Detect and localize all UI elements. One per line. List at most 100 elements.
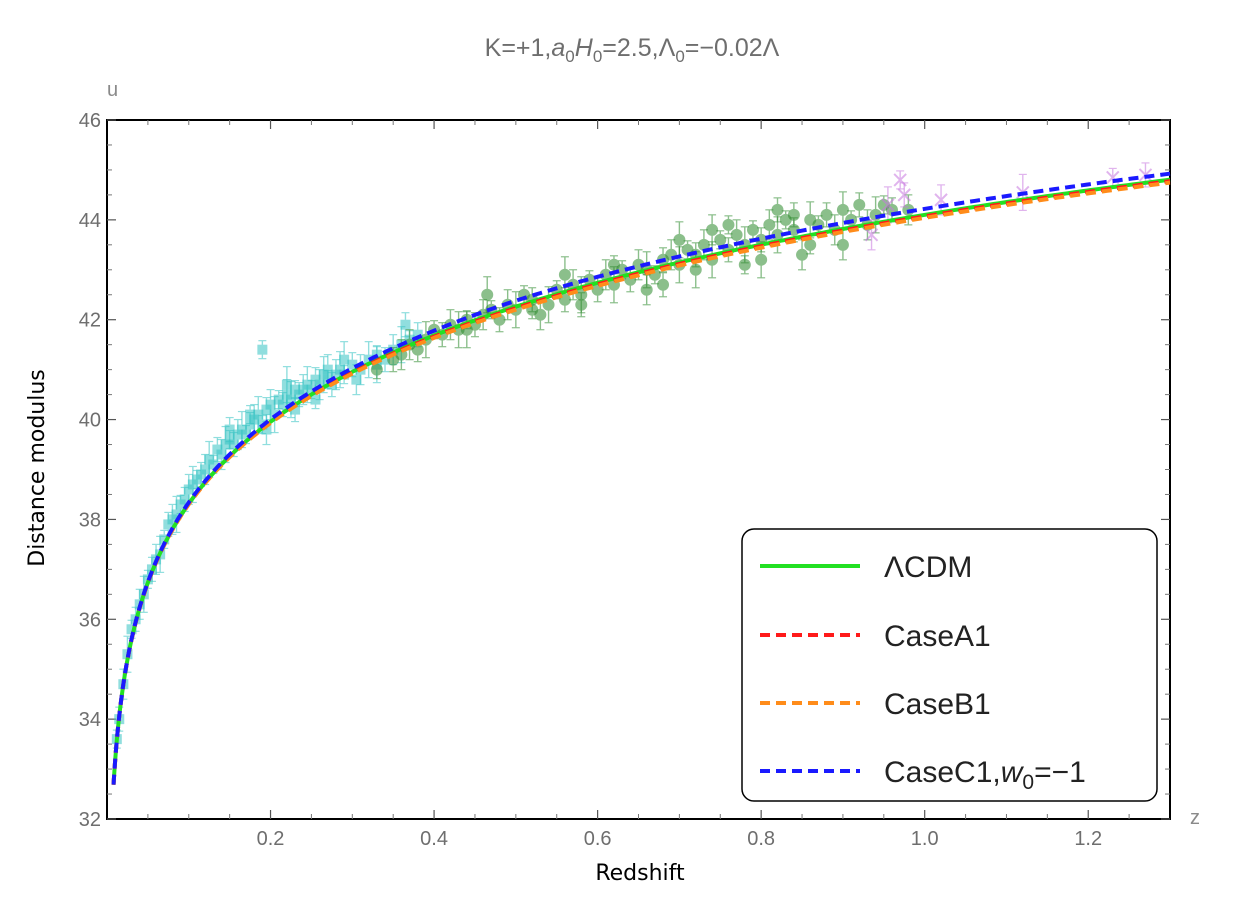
- data-point-high-z: [657, 272, 670, 298]
- axis-ticks: 0.2 0.4 0.6 0.8 1.0 1.2 32 34 36 38 40 42 44 46: [79, 110, 1170, 850]
- y-tick-label: 38: [79, 509, 101, 531]
- circle-marker: [411, 343, 424, 356]
- circle-marker: [599, 268, 612, 281]
- square-marker: [216, 449, 227, 460]
- data-point-high-z: [673, 221, 686, 259]
- circle-marker: [657, 278, 670, 291]
- square-marker: [171, 509, 182, 520]
- curve-casec1-w0-1: [111, 171, 1171, 785]
- circle-marker: [607, 258, 620, 271]
- data-point-highest-z: [897, 182, 911, 208]
- circle-marker: [820, 208, 833, 221]
- data-point-highest-z: [1106, 167, 1120, 188]
- circle-marker: [697, 238, 710, 251]
- circle-marker: [763, 218, 776, 231]
- square-marker: [339, 354, 350, 365]
- data-point-high-z: [836, 229, 849, 261]
- square-marker: [380, 354, 391, 365]
- square-marker: [351, 374, 362, 385]
- circle-marker: [370, 363, 383, 376]
- square-marker: [126, 624, 137, 635]
- legend-label-caseb1: CaseB1: [884, 688, 991, 721]
- circle-marker: [738, 258, 751, 271]
- square-marker: [159, 534, 170, 545]
- square-marker: [228, 439, 239, 450]
- x-tick-label: 0.6: [584, 828, 612, 850]
- data-point-high-z: [820, 202, 833, 228]
- data-point-low-z: [245, 404, 256, 425]
- square-marker: [257, 344, 268, 355]
- circle-marker: [836, 203, 849, 216]
- circle-marker: [575, 298, 588, 311]
- square-marker: [241, 429, 252, 440]
- circle-marker: [796, 248, 809, 261]
- data-point-low-z: [261, 413, 272, 446]
- legend-label-casea1: CaseA1: [884, 620, 991, 653]
- square-marker: [290, 404, 301, 415]
- circle-marker: [558, 268, 571, 281]
- circle-marker: [836, 238, 849, 251]
- x-tick-label: 0.8: [747, 828, 775, 850]
- square-marker: [281, 379, 292, 390]
- cross-marker: [864, 228, 879, 242]
- y-axis-variable: u: [107, 79, 118, 101]
- x-axis-title: Redshift: [595, 861, 685, 886]
- data-point-low-z: [290, 396, 301, 423]
- square-marker: [200, 464, 211, 475]
- data-point-high-z: [738, 255, 751, 275]
- square-marker: [253, 409, 264, 420]
- data-point-low-z: [281, 366, 292, 404]
- data-point-high-z: [763, 209, 776, 241]
- y-tick-label: 42: [79, 310, 101, 332]
- legend-label-lcdm: ΛCDM: [884, 551, 972, 584]
- y-tick-label: 36: [79, 609, 101, 631]
- data-point-high-z: [706, 214, 719, 246]
- y-tick-label: 32: [79, 809, 101, 831]
- circle-marker: [481, 288, 494, 301]
- circle-marker: [853, 198, 866, 211]
- circle-marker: [804, 238, 817, 251]
- cross-marker: [881, 198, 895, 212]
- y-axis-title: Distance modulus: [25, 369, 50, 567]
- square-marker: [208, 459, 219, 470]
- data-point-high-z: [575, 292, 588, 318]
- legend-box: [741, 528, 1158, 802]
- square-marker: [306, 384, 317, 395]
- square-marker: [412, 329, 423, 340]
- y-tick-label: 40: [79, 410, 101, 432]
- curve-caseb1: [111, 180, 1171, 785]
- square-marker: [245, 409, 256, 420]
- x-tick-label: 0.2: [257, 828, 285, 850]
- square-marker: [363, 354, 374, 365]
- data-point-low-z: [257, 340, 268, 360]
- circle-marker: [771, 203, 784, 216]
- circle-marker: [730, 228, 743, 241]
- y-tick-label: 46: [79, 110, 101, 132]
- model-curves: [111, 171, 1171, 785]
- x-axis-variable: z: [1190, 807, 1200, 829]
- chart-title: K=+1,a0H0=2.5,Λ0=−0.02Λ: [485, 34, 780, 66]
- circle-marker: [722, 218, 735, 231]
- square-marker: [347, 359, 358, 370]
- data-point-high-z: [853, 192, 866, 218]
- square-marker: [310, 394, 321, 405]
- circle-marker: [755, 253, 768, 266]
- cross-marker: [897, 188, 911, 202]
- square-marker: [261, 424, 272, 435]
- circle-marker: [673, 233, 686, 246]
- data-point-low-z: [363, 341, 374, 379]
- data-point-low-z: [400, 312, 411, 338]
- circle-marker: [706, 223, 719, 236]
- data-point-high-z: [697, 229, 710, 261]
- circle-marker: [640, 283, 653, 296]
- circle-marker: [689, 263, 702, 276]
- square-marker: [400, 319, 411, 330]
- legend-label-casec1: CaseC1,w0=−1: [884, 756, 1086, 794]
- circle-marker: [746, 223, 759, 236]
- data-point-high-z: [771, 197, 784, 223]
- x-tick-label: 1.0: [911, 828, 939, 850]
- circle-marker: [714, 233, 727, 246]
- x-tick-label: 1.2: [1074, 828, 1102, 850]
- y-tick-label: 44: [79, 210, 101, 232]
